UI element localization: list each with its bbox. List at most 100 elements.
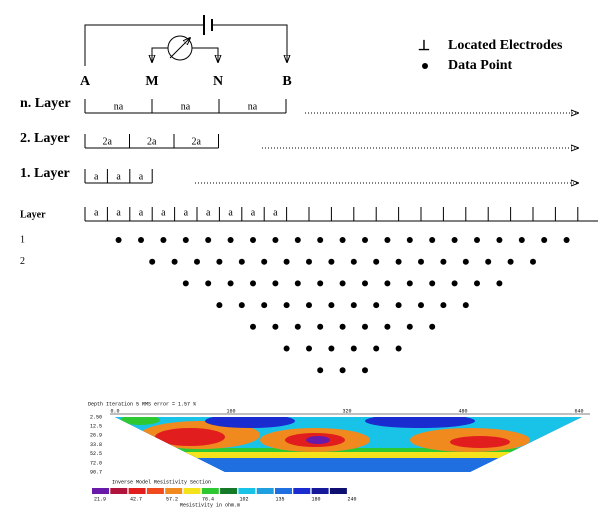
electrode-label: N — [213, 74, 223, 89]
data-point — [384, 323, 391, 330]
layer-label: Layer — [20, 209, 46, 220]
data-point — [171, 258, 178, 265]
data-point — [440, 302, 447, 309]
spacing-label: a — [273, 207, 278, 218]
data-point — [541, 237, 548, 243]
data-point — [149, 258, 156, 265]
data-point — [317, 323, 324, 330]
data-point — [362, 323, 368, 330]
electrode-label: M — [145, 74, 158, 89]
data-point — [294, 280, 301, 287]
scale-swatch — [201, 488, 219, 494]
data-points — [182, 280, 503, 287]
data-point — [395, 345, 402, 352]
spacing-label: 2a — [103, 136, 113, 147]
data-point — [530, 258, 536, 265]
data-point — [362, 237, 368, 243]
data-point — [283, 302, 290, 309]
model-xtick: 480 — [458, 408, 467, 414]
electrode-label: B — [282, 74, 291, 89]
scale-label: 76.4 — [202, 496, 214, 502]
legend-symbol: ⊥ — [418, 39, 430, 54]
data-point — [227, 280, 234, 287]
model-depth: 72.0 — [90, 460, 102, 466]
data-points — [216, 302, 469, 309]
data-point — [317, 367, 324, 374]
data-point — [339, 280, 346, 287]
scale-swatch — [92, 488, 109, 494]
data-point — [115, 237, 122, 243]
spacing-label: a — [251, 207, 256, 218]
data-point — [406, 280, 413, 287]
data-point — [306, 302, 312, 309]
spacing-label: 2a — [192, 136, 202, 147]
circuit — [84, 15, 287, 66]
scale-label: 102 — [239, 496, 248, 502]
data-point — [474, 280, 480, 287]
scale-unit: Resistivity in ohm.m — [180, 502, 240, 508]
model-header: Depth Iteration 5 RMS error = 1.57 % — [88, 401, 196, 407]
data-point — [429, 280, 436, 287]
layer-label: 2. Layer — [20, 131, 70, 146]
data-point — [440, 258, 447, 265]
model-depth: 52.5 — [90, 451, 102, 457]
data-point — [261, 258, 268, 265]
data-point — [474, 237, 480, 243]
data-point — [138, 237, 144, 243]
data-points — [283, 345, 402, 352]
model-title: Inverse Model Resistivity Section — [112, 479, 211, 485]
data-points — [317, 367, 368, 374]
color-scale — [92, 488, 347, 494]
data-point — [306, 345, 312, 352]
data-point — [373, 302, 380, 309]
data-point — [406, 237, 413, 243]
layer-label: 1. Layer — [20, 166, 70, 181]
data-point — [373, 258, 380, 265]
data-point — [182, 280, 189, 287]
data-point — [205, 280, 212, 287]
scale-label: 180 — [311, 496, 320, 502]
spacing-label: a — [228, 207, 233, 218]
data-point — [406, 323, 413, 330]
data-point — [451, 280, 458, 287]
scale-swatch — [311, 488, 329, 494]
data-point — [283, 345, 290, 352]
layer-label: n. Layer — [20, 96, 71, 111]
data-point — [373, 345, 380, 352]
data-point — [350, 302, 357, 309]
scale-swatch — [220, 488, 238, 494]
data-point — [306, 258, 312, 265]
data-point — [418, 258, 424, 265]
data-point — [395, 302, 402, 309]
legend-label: Data Point — [448, 58, 513, 73]
data-point — [384, 237, 391, 243]
scale-swatch — [238, 488, 256, 494]
data-points — [115, 237, 570, 243]
data-point — [205, 237, 212, 243]
model-depth: 2.50 — [90, 414, 102, 420]
scale-label: 57.2 — [166, 496, 178, 502]
data-point — [328, 302, 335, 309]
data-point — [339, 237, 346, 243]
data-point — [261, 302, 268, 309]
spacing-label: a — [206, 207, 211, 218]
data-point — [350, 345, 357, 352]
spacing-label: a — [94, 171, 99, 182]
data-point — [462, 302, 469, 309]
data-point — [362, 280, 368, 287]
data-point — [272, 280, 279, 287]
spacing-label: na — [181, 101, 191, 112]
data-point — [272, 237, 279, 243]
data-point — [250, 323, 256, 330]
data-point — [429, 237, 436, 243]
data-point — [328, 258, 335, 265]
model-depth: 26.9 — [90, 433, 102, 439]
scale-swatch — [183, 488, 201, 494]
spacing-label: a — [139, 207, 144, 218]
scale-swatch — [165, 488, 183, 494]
scale-label: 21.9 — [94, 496, 106, 502]
spacing-label: a — [184, 207, 189, 218]
scale-label: 135 — [275, 496, 284, 502]
data-point — [429, 323, 436, 330]
